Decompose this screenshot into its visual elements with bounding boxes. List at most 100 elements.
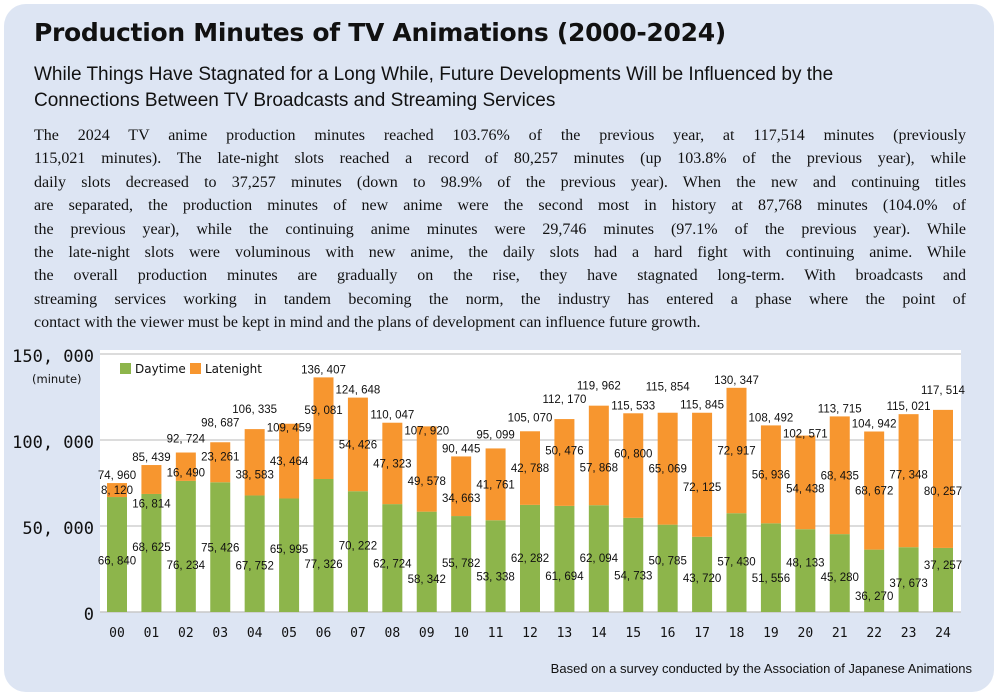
daytime-label: 62, 724 [373,558,412,570]
daytime-label: 55, 782 [442,558,480,570]
bar-daytime [795,529,816,612]
latenight-label: 54, 438 [786,483,824,495]
bar-daytime [554,505,575,612]
total-label: 109, 459 [267,423,312,435]
x-tick-label: 08 [385,626,401,641]
daytime-label: 43, 720 [683,573,721,585]
daytime-label: 62, 094 [580,553,619,565]
total-label: 115, 845 [680,400,724,412]
latenight-label: 8, 120 [101,485,133,497]
bar-daytime [520,504,540,612]
daytime-label: 51, 556 [752,573,790,585]
x-tick-label: 10 [453,626,469,641]
daytime-label: 65, 995 [270,544,308,556]
subtitle-line: Connections Between TV Broadcasts and St… [34,90,556,111]
x-tick-label: 16 [660,626,676,641]
latenight-label: 77, 348 [889,470,927,482]
x-tick-label: 22 [866,626,882,641]
y-tick-label: 150, 000 [12,347,94,367]
latenight-label: 59, 081 [304,405,342,417]
latenight-label: 16, 490 [167,468,205,480]
total-label: 85, 439 [132,452,170,464]
description-line: contact with the viewer must be kept in … [34,314,701,332]
latenight-label: 68, 435 [821,470,859,482]
latenight-label: 41, 761 [476,479,514,491]
x-tick-label: 23 [901,626,917,641]
total-label: 115, 021 [887,401,931,413]
x-tick-label: 24 [935,626,951,641]
description-line: the overall production minutes are gradu… [34,267,966,285]
bar-latenight [485,448,506,521]
latenight-label: 80, 257 [924,486,962,498]
total-label: 98, 687 [201,417,239,429]
daytime-label: 50, 785 [648,556,686,568]
bar-daytime [864,549,885,612]
description-line: the previous year), while the continuing… [34,220,966,238]
bar-daytime [107,497,127,612]
total-label: 102, 571 [783,429,828,441]
x-tick-label: 12 [522,626,538,641]
latenight-label: 38, 583 [235,469,273,481]
total-label: 112, 170 [542,394,586,406]
x-tick-label: 19 [763,626,779,641]
y-tick-label: 50, 000 [22,519,94,539]
bar-latenight [760,425,781,524]
bar-latenight [657,412,678,525]
x-tick-label: 09 [419,626,435,641]
latenight-label: 34, 663 [442,493,480,505]
x-tick-label: 15 [625,626,641,641]
bar-latenight [829,416,850,535]
bar-daytime [210,482,231,612]
total-label: 110, 047 [370,410,414,422]
total-label: 130, 347 [714,375,759,387]
y-tick-label: 100, 000 [12,433,94,453]
bar-latenight [313,377,334,479]
daytime-label: 67, 752 [235,561,273,573]
daytime-label: 75, 426 [201,543,239,555]
x-tick-label: 20 [798,626,814,641]
latenight-label: 72, 125 [683,482,721,494]
y-axis-unit: (minute) [32,372,82,386]
x-tick-label: 01 [144,626,160,641]
daytime-label: 37, 257 [924,560,962,572]
x-tick-label: 02 [178,626,194,641]
legend-swatch-latenight [190,363,201,374]
total-label: 124, 648 [336,385,381,397]
bar-latenight [107,483,127,498]
bar-latenight [141,465,162,494]
latenight-label: 57, 868 [580,462,618,474]
latenight-label: 72, 917 [717,446,755,458]
x-tick-label: 05 [281,626,297,641]
total-label: 108, 492 [749,412,794,424]
subtitle-line: While Things Have Stagnated for a Long W… [34,64,834,85]
description-line: The 2024 TV anime production minutes rea… [34,127,966,144]
bar-latenight [279,423,300,499]
bar-latenight [175,452,196,481]
latenight-label: 43, 464 [270,456,309,468]
page-title: Production Minutes of TV Animations (200… [34,18,726,47]
bar-daytime [933,547,953,612]
latenight-label: 42, 788 [511,463,549,475]
bar-latenight [520,431,540,505]
bar-daytime [623,517,644,612]
total-label: 115, 533 [611,400,655,412]
bar-daytime [829,534,850,612]
daytime-label: 57, 430 [717,557,755,569]
total-label: 136, 407 [301,364,346,376]
total-label: 95, 099 [476,429,514,441]
bar-daytime [416,511,437,612]
daytime-label: 70, 222 [339,541,377,553]
bar-daytime [244,495,265,612]
bar-daytime [279,498,300,612]
bar-daytime [898,547,919,612]
bar-latenight [933,409,953,548]
bar-daytime [141,493,162,612]
bar-daytime [692,536,713,612]
latenight-label: 60, 800 [614,449,652,461]
description: The 2024 TV anime production minutes rea… [34,124,966,335]
bar-latenight [726,387,747,514]
daytime-label: 48, 133 [786,558,824,570]
total-label: 74, 960 [98,470,136,482]
x-tick-label: 11 [488,626,504,641]
total-label: 104, 942 [852,418,897,430]
